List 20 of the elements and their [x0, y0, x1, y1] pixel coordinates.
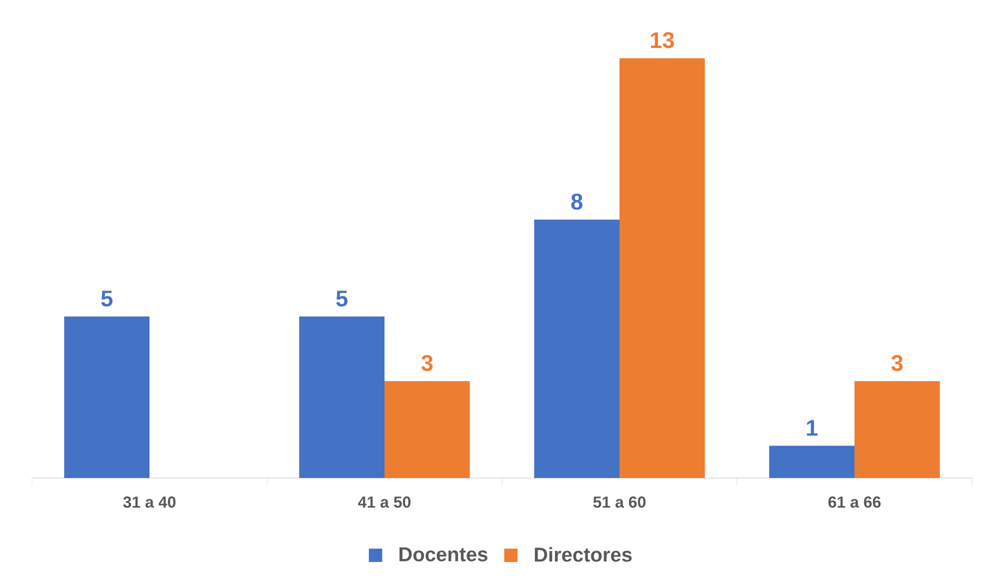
legend-label: Docentes	[400, 547, 488, 562]
x-tick-label: 41 a 50	[358, 496, 411, 508]
data-label: 8	[571, 194, 582, 210]
x-tick-label: 31 a 40	[123, 496, 176, 508]
data-label: 1	[806, 420, 818, 436]
data-label: 5	[336, 290, 348, 307]
legend-label: Directores	[534, 547, 632, 562]
bar	[769, 446, 855, 478]
bar	[384, 381, 470, 478]
data-label: 3	[421, 355, 433, 372]
bar	[299, 316, 385, 478]
bar	[64, 316, 150, 478]
data-label: 13	[650, 32, 674, 48]
bar	[854, 381, 940, 478]
x-tick-label: 61 a 66	[828, 496, 881, 508]
x-tick-label: 51 a 60	[593, 496, 646, 508]
bar	[620, 58, 705, 478]
bar	[534, 220, 620, 478]
data-label: 3	[891, 355, 903, 372]
data-label: 5	[101, 290, 113, 307]
